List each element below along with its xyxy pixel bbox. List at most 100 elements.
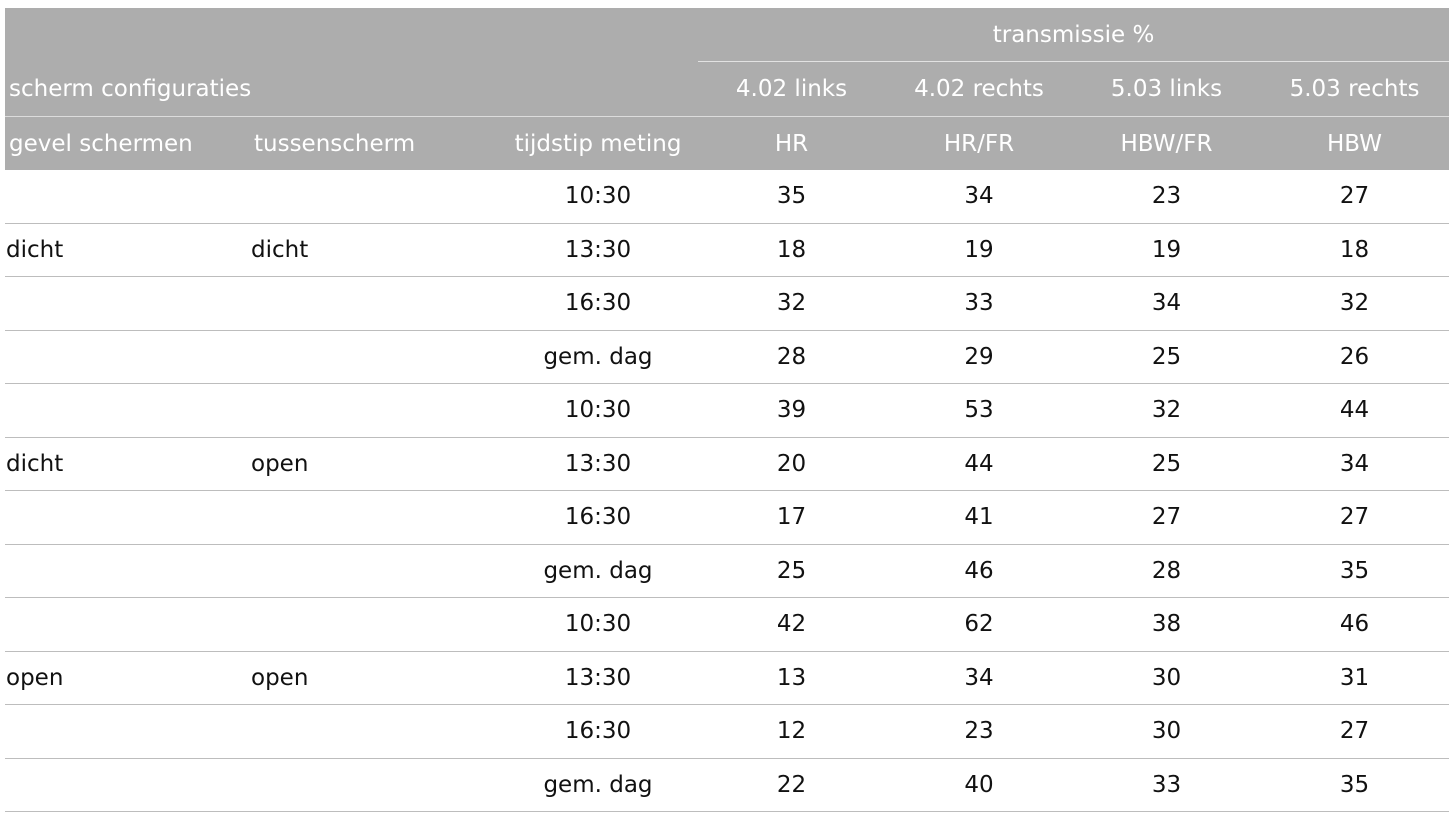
- col-header-tussenscherm: tussenscherm: [250, 116, 498, 170]
- cell-gevel-schermen: [5, 544, 250, 598]
- table-row: 10:30 42 62 38 46: [5, 597, 1450, 652]
- series-header-5-03-links: 5.03 links: [1073, 61, 1260, 117]
- cell-5-03-rechts: 44: [1260, 383, 1450, 438]
- col-header-hbw: HBW: [1260, 116, 1450, 170]
- cell-4-02-links: 12: [698, 704, 885, 759]
- cell-4-02-rechts: 23: [885, 704, 1073, 759]
- cell-5-03-links: 28: [1073, 544, 1260, 598]
- cell-5-03-rechts: 35: [1260, 758, 1450, 812]
- cell-tijdstip: 10:30: [498, 383, 698, 438]
- cell-tijdstip: 16:30: [498, 276, 698, 331]
- cell-4-02-rechts: 34: [885, 651, 1073, 705]
- col-header-hbw-fr: HBW/FR: [1073, 116, 1260, 170]
- cell-tussenscherm: open: [250, 437, 498, 491]
- cell-4-02-rechts: 29: [885, 330, 1073, 384]
- header-blank: [5, 8, 698, 62]
- cell-tijdstip: 13:30: [498, 651, 698, 705]
- transmission-table: transmissie % scherm configuraties 4.02 …: [5, 8, 1450, 812]
- cell-4-02-links: 39: [698, 383, 885, 438]
- cell-4-02-rechts: 40: [885, 758, 1073, 812]
- cell-tussenscherm: [250, 330, 498, 384]
- cell-tijdstip: 10:30: [498, 597, 698, 652]
- cell-5-03-links: 34: [1073, 276, 1260, 331]
- table-row: dicht open 13:30 20 44 25 34: [5, 437, 1450, 491]
- cell-gevel-schermen: open: [5, 651, 250, 705]
- cell-5-03-links: 23: [1073, 170, 1260, 224]
- cell-tussenscherm: [250, 597, 498, 652]
- cell-tussenscherm: [250, 544, 498, 598]
- cell-5-03-rechts: 18: [1260, 223, 1450, 277]
- cell-4-02-links: 35: [698, 170, 885, 224]
- table-row: gem. dag 28 29 25 26: [5, 330, 1450, 384]
- cell-5-03-rechts: 46: [1260, 597, 1450, 652]
- col-header-gevel-schermen: gevel schermen: [5, 116, 250, 170]
- table-row: gem. dag 22 40 33 35: [5, 758, 1450, 812]
- cell-5-03-links: 30: [1073, 704, 1260, 759]
- cell-5-03-links: 19: [1073, 223, 1260, 277]
- cell-tijdstip: 13:30: [498, 437, 698, 491]
- table-row: 16:30 17 41 27 27: [5, 490, 1450, 545]
- cell-gevel-schermen: [5, 330, 250, 384]
- table-row: open open 13:30 13 34 30 31: [5, 651, 1450, 705]
- group-header-transmissie: transmissie %: [698, 8, 1450, 62]
- cell-4-02-links: 13: [698, 651, 885, 705]
- table-row: 16:30 12 23 30 27: [5, 704, 1450, 759]
- cell-5-03-rechts: 26: [1260, 330, 1450, 384]
- cell-tijdstip: 13:30: [498, 223, 698, 277]
- cell-tijdstip: gem. dag: [498, 544, 698, 598]
- cell-4-02-links: 18: [698, 223, 885, 277]
- cell-tijdstip: 16:30: [498, 490, 698, 545]
- cell-4-02-rechts: 44: [885, 437, 1073, 491]
- cell-4-02-rechts: 62: [885, 597, 1073, 652]
- cell-tijdstip: 10:30: [498, 170, 698, 224]
- col-header-tijdstip-meting: tijdstip meting: [498, 116, 698, 170]
- cell-gevel-schermen: [5, 704, 250, 759]
- cell-tussenscherm: dicht: [250, 223, 498, 277]
- cell-5-03-links: 30: [1073, 651, 1260, 705]
- cell-5-03-rechts: 31: [1260, 651, 1450, 705]
- cell-gevel-schermen: [5, 490, 250, 545]
- cell-5-03-rechts: 27: [1260, 170, 1450, 224]
- cell-4-02-rechts: 33: [885, 276, 1073, 331]
- cell-tussenscherm: [250, 170, 498, 224]
- cell-tussenscherm: [250, 490, 498, 545]
- cell-gevel-schermen: [5, 597, 250, 652]
- col-header-hr: HR: [698, 116, 885, 170]
- cell-4-02-links: 22: [698, 758, 885, 812]
- cell-4-02-links: 25: [698, 544, 885, 598]
- cell-4-02-links: 20: [698, 437, 885, 491]
- cell-4-02-links: 28: [698, 330, 885, 384]
- cell-4-02-rechts: 53: [885, 383, 1073, 438]
- cell-5-03-rechts: 32: [1260, 276, 1450, 331]
- cell-5-03-rechts: 35: [1260, 544, 1450, 598]
- cell-5-03-links: 38: [1073, 597, 1260, 652]
- cell-5-03-links: 25: [1073, 330, 1260, 384]
- cell-tussenscherm: [250, 704, 498, 759]
- cell-4-02-rechts: 19: [885, 223, 1073, 277]
- series-header-4-02-links: 4.02 links: [698, 61, 885, 117]
- cell-4-02-links: 17: [698, 490, 885, 545]
- cell-5-03-links: 25: [1073, 437, 1260, 491]
- table-row: dicht dicht 13:30 18 19 19 18: [5, 223, 1450, 277]
- cell-tijdstip: gem. dag: [498, 758, 698, 812]
- cell-tussenscherm: [250, 383, 498, 438]
- cell-gevel-schermen: [5, 170, 250, 224]
- cell-tijdstip: 16:30: [498, 704, 698, 759]
- table-row: 10:30 35 34 23 27: [5, 170, 1450, 224]
- table-row: 16:30 32 33 34 32: [5, 276, 1450, 331]
- cell-4-02-rechts: 41: [885, 490, 1073, 545]
- cell-4-02-rechts: 46: [885, 544, 1073, 598]
- cell-4-02-links: 32: [698, 276, 885, 331]
- cell-gevel-schermen: [5, 758, 250, 812]
- cell-5-03-rechts: 27: [1260, 490, 1450, 545]
- config-header: scherm configuraties: [5, 61, 698, 117]
- table-row: gem. dag 25 46 28 35: [5, 544, 1450, 598]
- table-row: 10:30 39 53 32 44: [5, 383, 1450, 438]
- cell-gevel-schermen: [5, 276, 250, 331]
- cell-5-03-links: 33: [1073, 758, 1260, 812]
- cell-gevel-schermen: dicht: [5, 437, 250, 491]
- col-header-hr-fr: HR/FR: [885, 116, 1073, 170]
- cell-tussenscherm: [250, 276, 498, 331]
- cell-tijdstip: gem. dag: [498, 330, 698, 384]
- cell-tussenscherm: open: [250, 651, 498, 705]
